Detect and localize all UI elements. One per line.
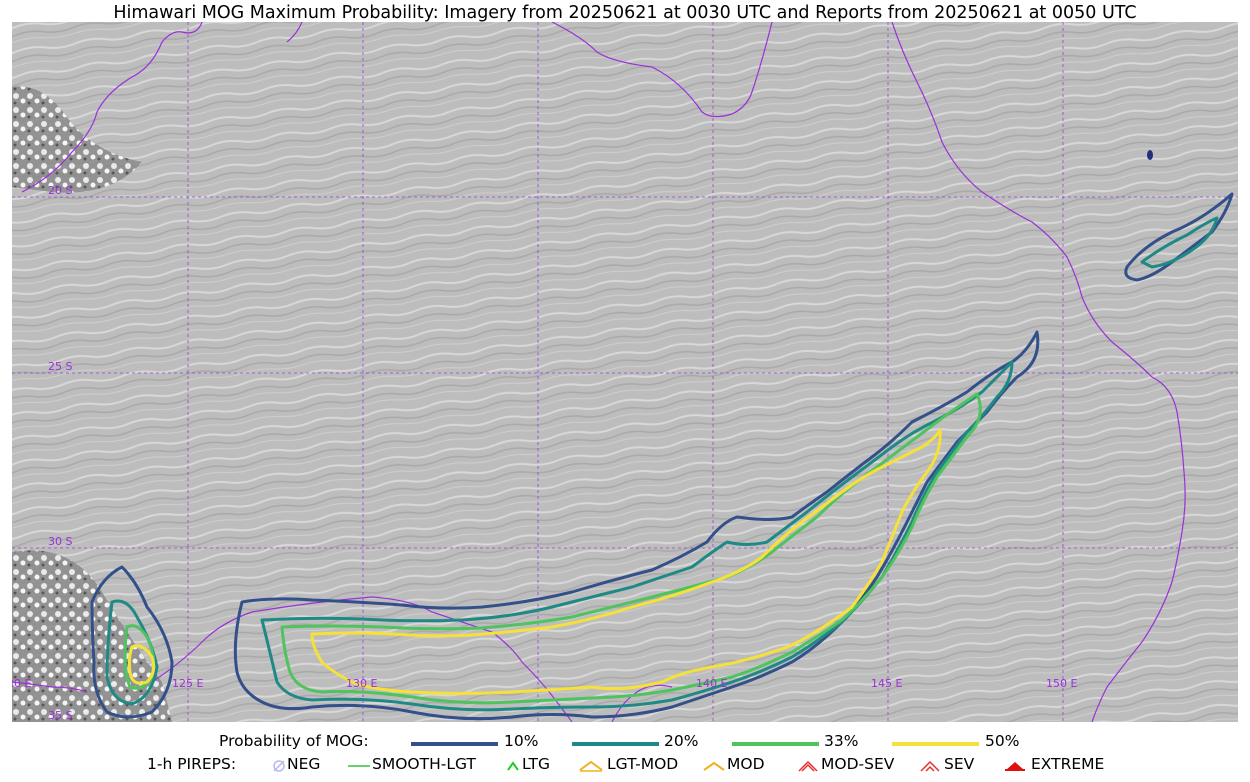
graticule — [12, 22, 1238, 722]
figure-title: Himawari MOG Maximum Probability: Imager… — [113, 3, 1137, 23]
contour-50-percent — [127, 428, 942, 695]
pirep-label-lgt-mod: LGT-MOD — [607, 755, 679, 773]
pirep-label-extreme: EXTREME — [1031, 755, 1105, 773]
coastline-south — [151, 596, 673, 722]
lon-label-140e: 140 E — [696, 677, 727, 690]
ltg-icon — [507, 761, 519, 771]
coastlines — [12, 22, 1186, 722]
smooth-lgt-icon — [348, 765, 370, 767]
pirep-label-smooth-lgt: SMOOTH-LGT — [372, 755, 476, 773]
lat-label-30s: 30 S — [48, 535, 72, 548]
lat-label-35s: 35 S — [48, 709, 72, 722]
lon-label-120e: 120 E — [12, 677, 31, 690]
lat-label-20s: 20 S — [48, 184, 72, 197]
legend-label-10-percent: 10% — [504, 732, 539, 750]
probability-legend: Probability of MOG: 10% 20% 33% 50% — [0, 732, 1250, 754]
contour-20-percent — [105, 216, 1219, 712]
lon-label-125e: 125 E — [172, 677, 203, 690]
coastline-east — [891, 22, 1186, 722]
mod-icon — [703, 761, 725, 771]
lon-label-150e: 150 E — [1046, 677, 1077, 690]
legend-label-50-percent: 50% — [985, 732, 1020, 750]
sev-icon — [920, 760, 940, 772]
pirep-label-mod: MOD — [727, 755, 765, 773]
coastline-northwest — [21, 22, 203, 193]
coastline-north — [286, 22, 773, 118]
swatch-50-percent — [892, 742, 979, 746]
pirep-label-neg: NEG — [287, 755, 321, 773]
lon-label-145e: 145 E — [871, 677, 902, 690]
grid-labels: 20 S 25 S 30 S 35 S 120 E 125 E 130 E 14… — [12, 184, 1077, 722]
lgt-mod-icon — [579, 760, 603, 772]
coastline-southwest — [12, 681, 88, 693]
mod-sev-icon — [798, 760, 818, 772]
extreme-icon — [1005, 762, 1025, 771]
pirep-legend: 1-h PIREPS: NEG SMOOTH-LGT LTG LGT-MOD M… — [0, 755, 1250, 777]
imagery-background — [12, 22, 1238, 722]
pirep-legend-title: 1-h PIREPS: — [147, 755, 237, 773]
lat-label-25s: 25 S — [48, 360, 72, 373]
cloud-area-west — [12, 86, 142, 193]
lon-label-130e: 130 E — [346, 677, 377, 690]
pirep-label-sev: SEV — [944, 755, 975, 773]
swatch-10-percent — [411, 742, 498, 746]
pirep-label-mod-sev: MOD-SEV — [821, 755, 895, 773]
swatch-33-percent — [732, 742, 819, 746]
island-east — [1147, 150, 1153, 160]
swatch-20-percent — [572, 742, 659, 746]
pirep-label-ltg: LTG — [522, 755, 550, 773]
satellite-map: 20 S 25 S 30 S 35 S 120 E 125 E 130 E 14… — [12, 22, 1238, 722]
legend-label-33-percent: 33% — [824, 732, 859, 750]
neg-icon — [273, 760, 285, 772]
probability-legend-title: Probability of MOG: — [219, 732, 369, 750]
legend-label-20-percent: 20% — [664, 732, 699, 750]
